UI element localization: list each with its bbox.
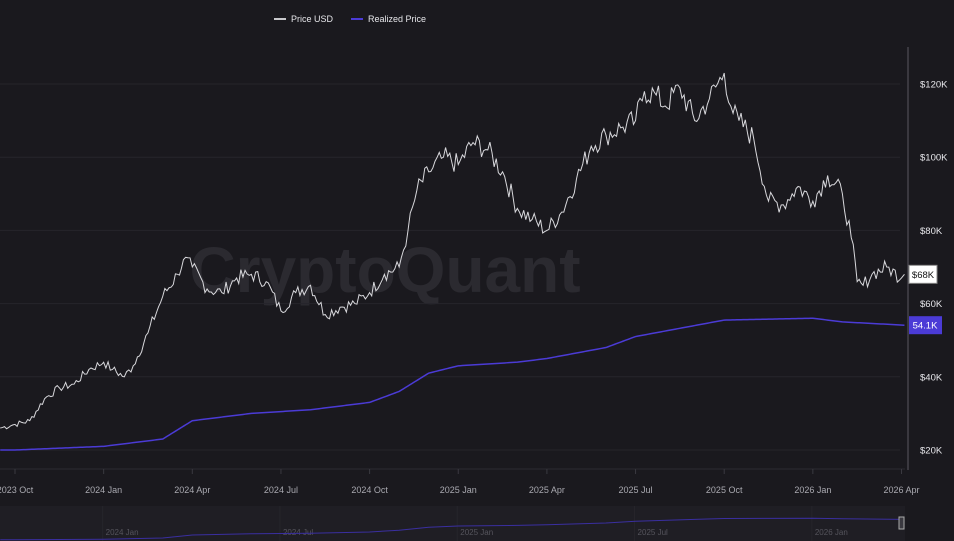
- x-tick-label: 2026 Jan: [794, 485, 831, 495]
- y-tick-label: $80K: [920, 226, 943, 237]
- legend-label: Price USD: [291, 14, 334, 24]
- navigator-tick-label: 2025 Jan: [460, 528, 493, 537]
- x-tick-label: 2025 Jan: [440, 485, 477, 495]
- navigator-tick-label: 2024 Jul: [283, 528, 313, 537]
- x-tick-label: 2024 Jul: [264, 485, 298, 495]
- legend-label: Realized Price: [368, 14, 427, 24]
- watermark: CryptoQuant: [189, 234, 580, 306]
- x-tick-label: 2025 Jul: [619, 485, 653, 495]
- realized-last-value-badge: [909, 316, 942, 335]
- realized-last-value: 54.1K: [913, 321, 938, 332]
- series-line-realized-price: [0, 317, 905, 451]
- navigator-series: [0, 517, 905, 541]
- navigator-tick-label: 2024 Jan: [106, 528, 139, 537]
- legend-item-realized-price[interactable]: Realized Price: [351, 14, 426, 24]
- legend-item-price-usd[interactable]: Price USD: [274, 14, 333, 24]
- x-tick-label: 2025 Apr: [529, 485, 565, 495]
- x-tick-label: 2026 Apr: [883, 485, 919, 495]
- x-tick-label: 2024 Apr: [174, 485, 210, 495]
- y-tick-label: $20K: [920, 446, 943, 457]
- price-last-value: $68K: [912, 270, 935, 281]
- x-tick-label: 2025 Oct: [706, 485, 743, 495]
- legend-swatch: [274, 18, 286, 20]
- navigator-tick-label: 2025 Jul: [638, 528, 668, 537]
- navigator: [0, 506, 905, 541]
- x-tick-label: 2023 Oct: [0, 485, 34, 495]
- y-tick-label: $100K: [920, 153, 948, 164]
- legend-swatch: [351, 18, 364, 20]
- navigator-tick-label: 2026 Jan: [815, 528, 848, 537]
- x-tick-label: 2024 Oct: [351, 485, 388, 495]
- chart-legend: Price USD Realized Price: [274, 14, 426, 24]
- navigator-handle[interactable]: [898, 516, 905, 530]
- y-tick-label: $40K: [920, 372, 943, 383]
- x-tick-label: 2024 Jan: [85, 485, 122, 495]
- y-tick-label: $60K: [920, 299, 943, 310]
- price-last-value-badge: [908, 264, 938, 284]
- series-line-price-usd: [0, 72, 905, 430]
- y-tick-label: $120K: [920, 80, 948, 91]
